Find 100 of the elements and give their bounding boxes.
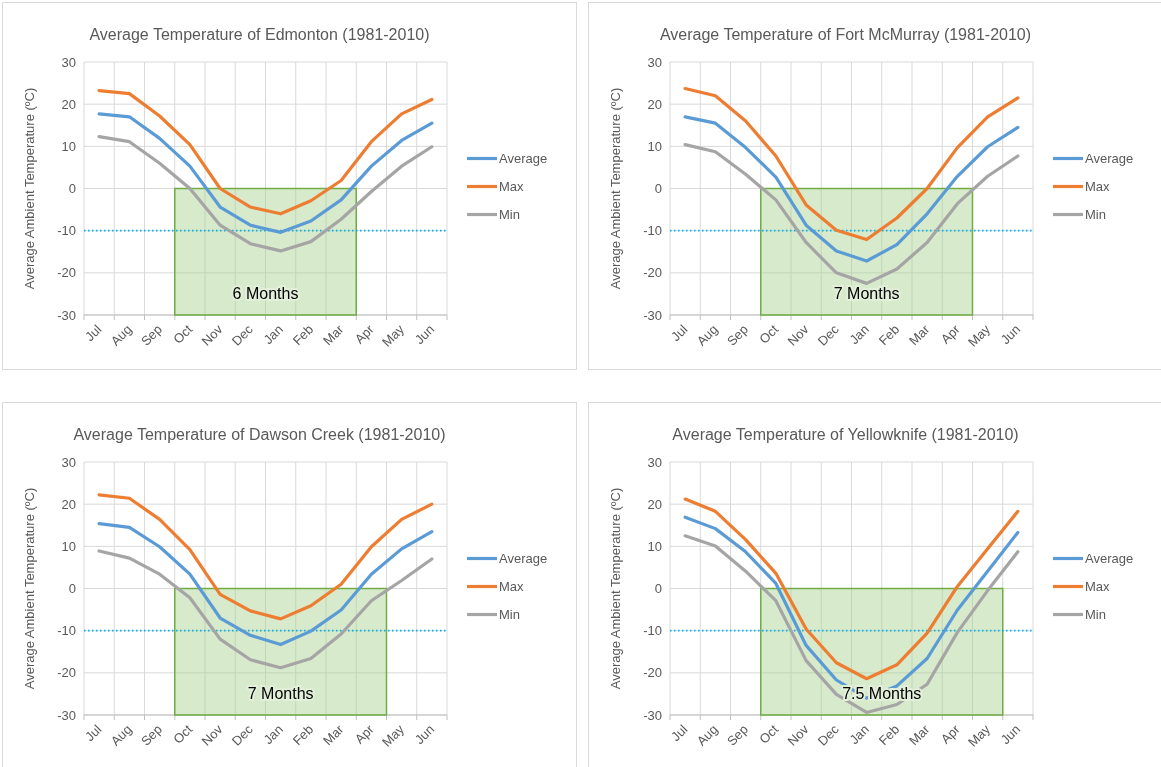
line-series [683,115,1020,263]
y-tick-label: 10 [61,538,76,554]
y-tick-label: -20 [57,265,76,281]
x-tick-label: Mar [320,721,347,749]
x-tick-label: Sep [137,721,165,749]
y-tick-label: -20 [57,665,76,681]
x-tick-label: Oct [756,721,782,747]
x-tick-label: May [964,321,994,350]
x-tick-label: Mar [906,321,933,349]
line-series [97,549,434,670]
x-tick-label: Aug [693,721,721,749]
y-tick-label: 20 [61,496,76,512]
x-tick-label: Apr [937,321,964,347]
x-tick-label: Jan [260,721,286,748]
y-tick-label: -30 [57,307,76,323]
x-tick-label: May [378,321,408,350]
line-series [683,86,1020,242]
chart-title: Average Temperature of Dawson Creek (1981-2010) [73,426,446,443]
legend-label: Average [499,151,548,167]
y-tick-label: -20 [643,265,662,281]
legend-label: Min [499,207,520,223]
y-tick-label: -20 [643,665,662,681]
y-tick-label: 10 [61,138,76,154]
line-series [97,112,434,234]
y-tick-label: -30 [57,707,76,723]
x-tick-label: Aug [693,321,721,349]
y-tick-label: -10 [57,223,76,239]
legend-label: Min [499,607,520,623]
y-axis-title: Average Ambient Temperature (ºC) [608,487,623,690]
chart-title: Average Temperature of Yellowknife (1981-2010) [672,426,1019,443]
line-series [97,89,434,216]
line-series [97,521,434,647]
y-tick-label: 20 [647,96,662,112]
x-tick-label: Jan [846,721,872,748]
x-tick-label: Apr [937,721,964,747]
y-axis-title: Average Ambient Temperature (ºC) [22,87,37,290]
legend-label: Average [1085,151,1134,167]
line-series [683,143,1020,285]
x-tick-label: Sep [723,721,751,749]
band-label: 7 Months [247,685,314,702]
x-tick-label: Jan [260,321,286,348]
legend-label: Min [1085,207,1106,223]
legend-label: Min [1085,607,1106,623]
x-tick-label: Nov [198,321,226,349]
y-tick-label: -30 [643,707,662,723]
y-tick-label: 30 [61,54,76,70]
x-tick-label: Nov [198,721,226,749]
x-tick-label: Jul [82,721,105,745]
y-tick-label: -10 [643,223,662,239]
legend-label: Average [499,551,548,567]
band-label: 7 Months [833,285,900,302]
line-series [97,493,434,621]
x-tick-label: Jul [668,721,691,745]
x-tick-label: Dec [814,721,843,749]
y-axis-title: Average Ambient Temperature (ºC) [608,87,623,290]
y-tick-label: 10 [647,538,662,554]
y-tick-label: 0 [68,581,76,597]
x-tick-label: Jul [82,321,105,345]
x-tick-label: Feb [875,321,903,349]
y-tick-label: 0 [68,181,76,197]
y-axis-title: Average Ambient Temperature (ºC) [22,487,37,690]
y-tick-label: 0 [654,181,662,197]
y-tick-label: -10 [643,623,662,639]
x-tick-label: Dec [814,321,843,349]
y-tick-label: 10 [647,138,662,154]
x-tick-label: Jun [997,721,1024,748]
x-tick-label: Oct [170,721,196,747]
x-tick-label: Oct [756,321,782,347]
band-label: 6 Months [232,285,299,302]
chart-title: Average Temperature of Edmonton (1981-2010) [89,26,430,43]
y-tick-label: 20 [647,496,662,512]
legend-label: Average [1085,551,1134,567]
x-tick-label: Jun [997,321,1024,348]
line-series [683,515,1020,700]
x-tick-label: Oct [170,321,196,347]
legend-label: Max [1085,579,1111,595]
band-label: 7.5 Months [842,685,922,702]
x-tick-label: Nov [784,721,812,749]
x-tick-label: Feb [875,721,903,749]
x-tick-label: May [964,721,994,750]
x-tick-label: Jun [411,321,438,348]
x-tick-label: Apr [351,721,378,747]
y-tick-label: 0 [654,581,662,597]
y-tick-label: 30 [61,454,76,470]
line-series [683,497,1020,681]
legend-label: Max [1085,179,1111,195]
x-tick-label: Mar [320,321,347,349]
x-tick-label: Feb [289,321,317,349]
x-tick-label: Jul [668,321,691,345]
y-tick-label: 30 [647,454,662,470]
x-tick-label: Aug [107,721,135,749]
x-tick-label: Dec [228,721,257,749]
y-tick-label: 30 [647,54,662,70]
y-tick-label: -30 [643,307,662,323]
y-tick-label: 20 [61,96,76,112]
x-tick-label: May [378,721,408,750]
legend-label: Max [499,179,525,195]
x-tick-label: Sep [723,321,751,349]
legend-label: Max [499,579,525,595]
line-series [97,135,434,253]
